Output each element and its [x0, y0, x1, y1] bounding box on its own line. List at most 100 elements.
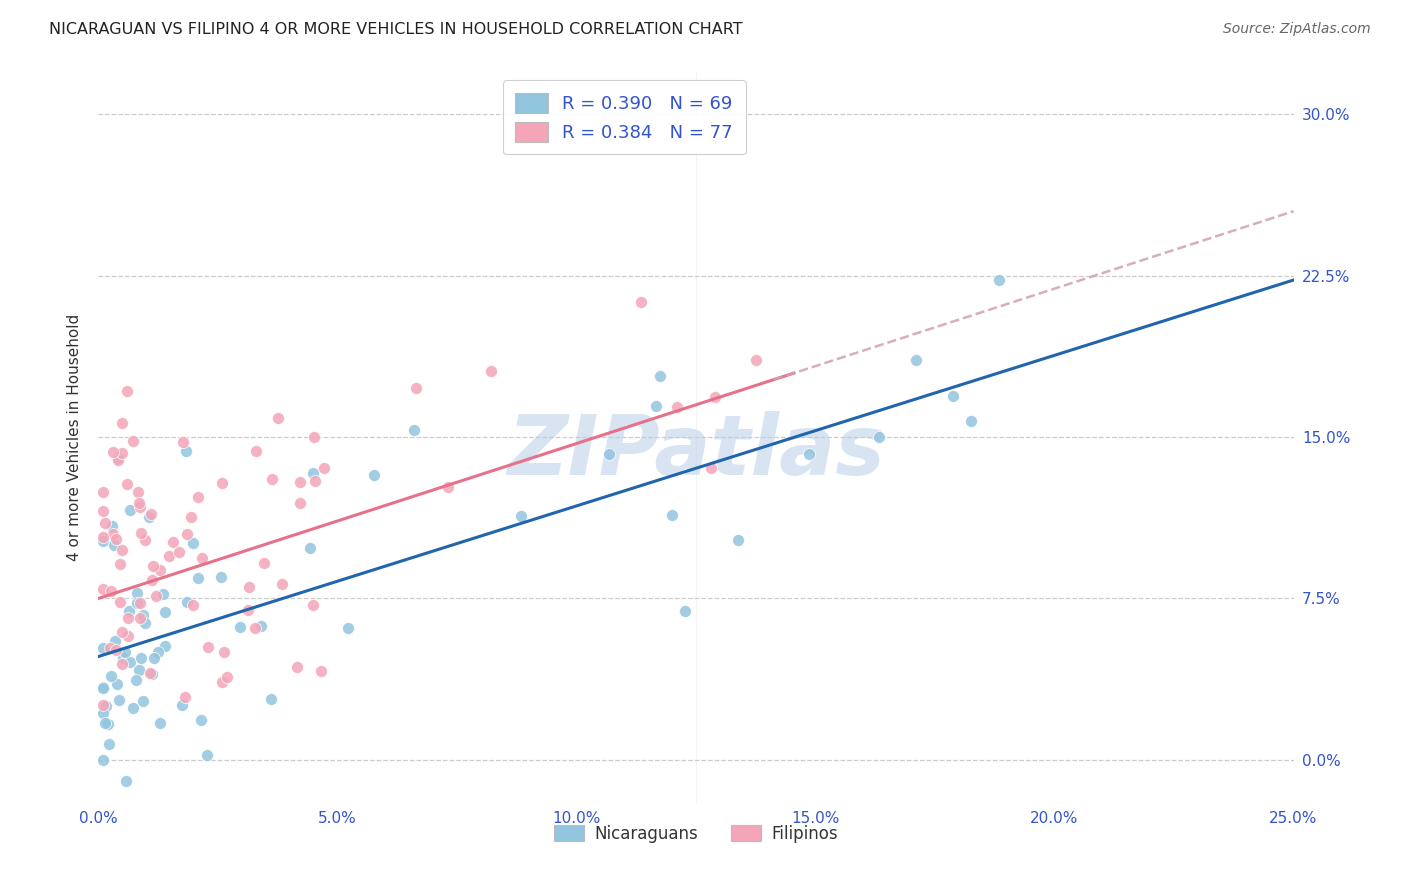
Point	[404, 423, 426, 437]
Point	[479, 364, 502, 378]
Legend: Nicaraguans, Filipinos: Nicaraguans, Filipinos	[547, 818, 845, 849]
Point	[704, 390, 727, 404]
Point	[868, 430, 890, 444]
Point	[299, 541, 322, 555]
Point	[236, 603, 259, 617]
Point	[190, 713, 212, 727]
Point	[142, 558, 165, 573]
Point	[260, 472, 283, 486]
Point	[337, 621, 360, 635]
Point	[960, 413, 983, 427]
Point	[238, 580, 260, 594]
Point	[104, 633, 127, 648]
Point	[699, 460, 721, 475]
Point	[91, 680, 114, 694]
Point	[644, 399, 666, 413]
Point	[103, 538, 125, 552]
Point	[91, 582, 114, 596]
Point	[285, 660, 308, 674]
Point	[124, 673, 146, 687]
Point	[673, 603, 696, 617]
Point	[118, 604, 141, 618]
Point	[197, 640, 219, 654]
Point	[302, 430, 325, 444]
Point	[288, 475, 311, 489]
Point	[745, 352, 768, 367]
Point	[138, 510, 160, 524]
Point	[152, 587, 174, 601]
Point	[661, 508, 683, 522]
Point	[304, 474, 326, 488]
Point	[174, 444, 197, 458]
Point	[129, 650, 152, 665]
Point	[118, 503, 141, 517]
Point	[91, 534, 114, 549]
Point	[94, 516, 117, 530]
Point	[149, 715, 172, 730]
Point	[312, 460, 335, 475]
Point	[110, 416, 132, 430]
Point	[100, 519, 122, 533]
Point	[187, 571, 209, 585]
Point	[270, 576, 292, 591]
Point	[128, 500, 150, 515]
Point	[172, 698, 194, 712]
Point	[987, 273, 1010, 287]
Point	[162, 535, 184, 549]
Point	[211, 674, 233, 689]
Point	[630, 295, 652, 310]
Point	[111, 657, 134, 672]
Point	[138, 666, 160, 681]
Point	[91, 698, 114, 712]
Point	[176, 527, 198, 541]
Point	[111, 624, 134, 639]
Point	[107, 450, 129, 465]
Point	[112, 650, 135, 665]
Text: NICARAGUAN VS FILIPINO 4 OR MORE VEHICLES IN HOUSEHOLD CORRELATION CHART: NICARAGUAN VS FILIPINO 4 OR MORE VEHICLE…	[49, 22, 742, 37]
Point	[253, 557, 276, 571]
Point	[153, 605, 176, 619]
Point	[121, 701, 143, 715]
Point	[302, 467, 325, 481]
Point	[94, 716, 117, 731]
Point	[405, 381, 427, 395]
Point	[141, 573, 163, 587]
Point	[904, 352, 927, 367]
Point	[125, 585, 148, 599]
Point	[181, 536, 204, 550]
Point	[117, 629, 139, 643]
Point	[101, 527, 124, 541]
Point	[118, 655, 141, 669]
Point	[510, 509, 533, 524]
Point	[104, 532, 127, 546]
Point	[146, 645, 169, 659]
Point	[98, 640, 121, 655]
Point	[172, 434, 194, 449]
Point	[134, 615, 156, 630]
Point	[243, 621, 266, 635]
Point	[149, 562, 172, 576]
Point	[180, 510, 202, 524]
Point	[797, 447, 820, 461]
Point	[128, 596, 150, 610]
Point	[598, 447, 620, 461]
Point	[142, 650, 165, 665]
Point	[727, 533, 749, 547]
Point	[100, 669, 122, 683]
Point	[111, 446, 134, 460]
Text: Source: ZipAtlas.com: Source: ZipAtlas.com	[1223, 22, 1371, 37]
Point	[132, 607, 155, 622]
Point	[309, 665, 332, 679]
Point	[127, 484, 149, 499]
Point	[93, 641, 115, 656]
Point	[302, 598, 325, 612]
Point	[131, 525, 153, 540]
Point	[167, 545, 190, 559]
Y-axis label: 4 or more Vehicles in Household: 4 or more Vehicles in Household	[67, 313, 83, 561]
Point	[145, 589, 167, 603]
Point	[129, 611, 152, 625]
Point	[209, 570, 232, 584]
Point	[115, 476, 138, 491]
Point	[153, 639, 176, 653]
Point	[117, 611, 139, 625]
